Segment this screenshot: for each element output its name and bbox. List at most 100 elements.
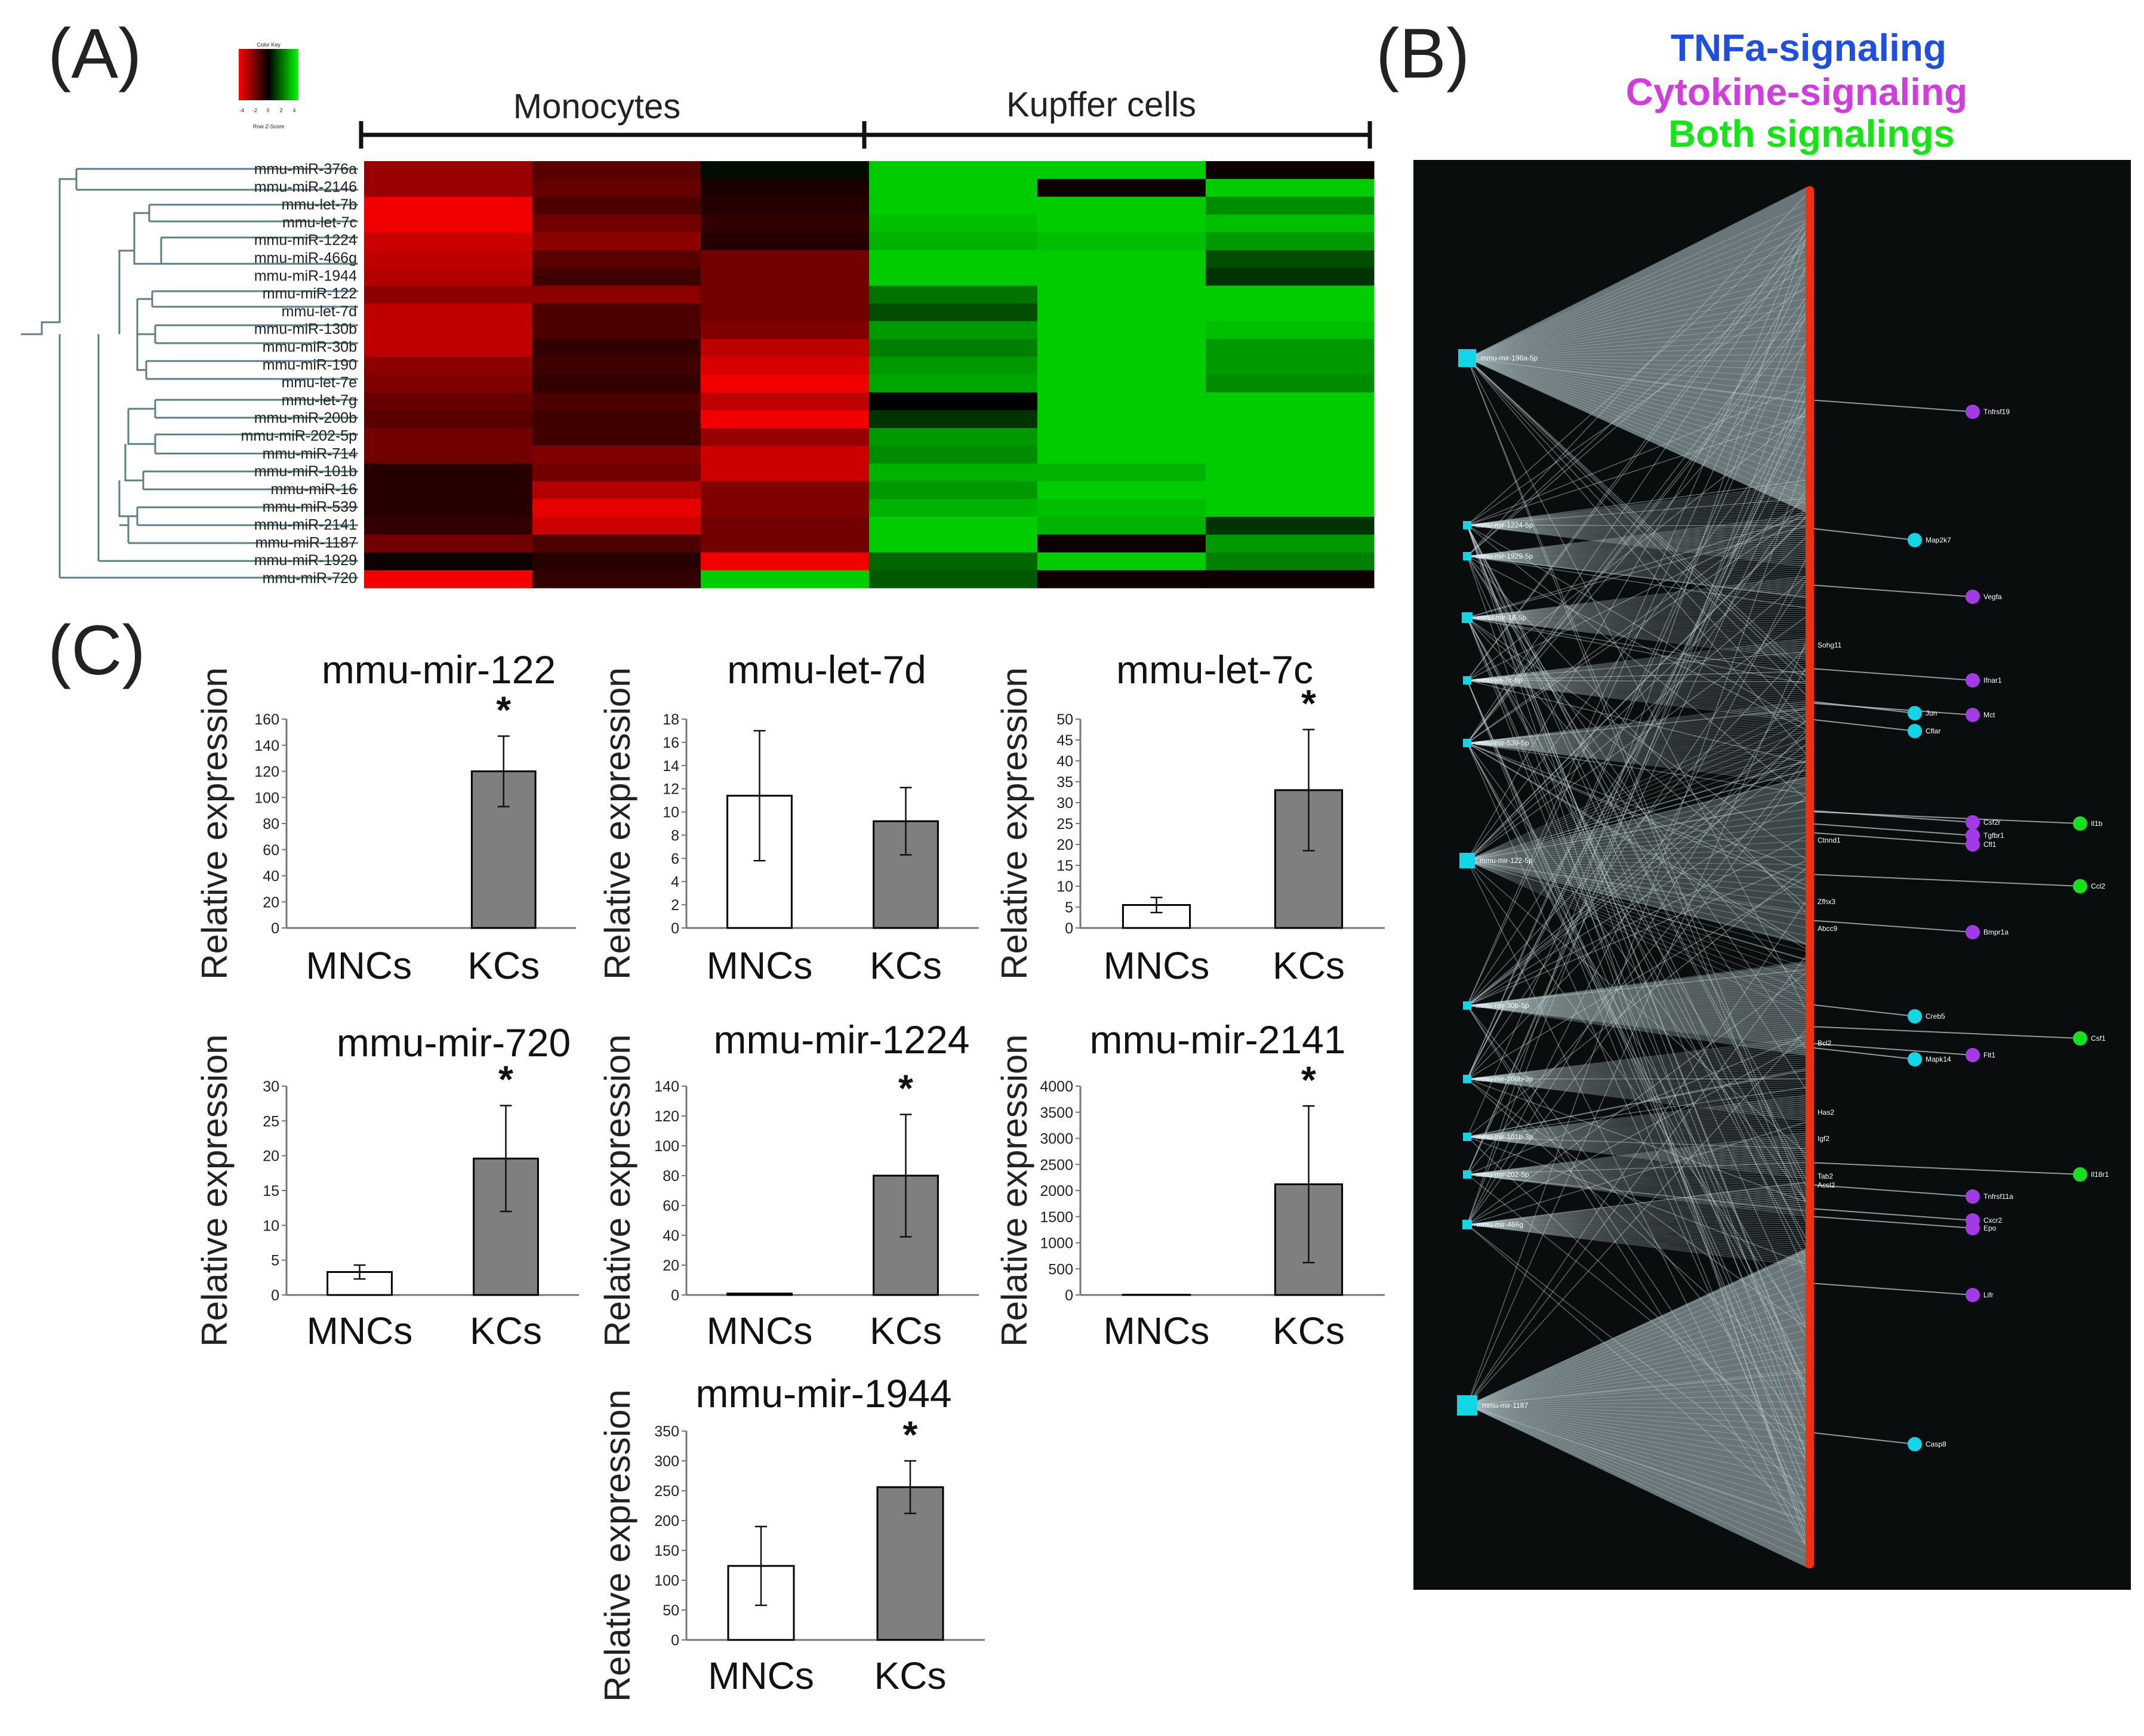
heatmap-row-label: mmu-let-7g [282, 392, 357, 409]
y-tick-label: 0 [1065, 1287, 1073, 1304]
network-edge [1467, 1224, 1809, 1231]
network-edge [1467, 769, 1809, 861]
network-target-label: Il1b [2091, 819, 2103, 828]
heatmap-cell [869, 374, 1038, 393]
network-edge [1467, 556, 1809, 560]
network-edge [1467, 1174, 1809, 1212]
network-edge [1467, 1164, 1809, 1175]
network-edge [1467, 972, 1809, 1006]
heatmap-panel: Color Key -4 -2 0 2 4 Row Z-Score Monocytes … [21, 42, 1375, 588]
heatmap-cell [1206, 517, 1375, 535]
group-label-kupffer: Kupffer cells [1006, 85, 1196, 124]
heatmap-cell [869, 267, 1038, 286]
heatmap-cell [869, 161, 1038, 180]
heatmap-cell [364, 499, 533, 517]
network-edge [1467, 860, 1809, 937]
network-edge [1467, 525, 1809, 527]
network-edge [1467, 617, 1809, 1207]
network-edge [1467, 1224, 1809, 1239]
network-edge [1467, 860, 1809, 881]
network-edge [1467, 525, 1809, 1185]
network-edge [1467, 525, 1809, 548]
y-tick-label: 250 [654, 1483, 679, 1500]
heatmap-row-label: mmu-miR-190 [263, 356, 357, 373]
network-edge [1467, 651, 1809, 681]
heatmap-row-label: mmu-miR-101b [254, 463, 357, 480]
network-edge [1467, 525, 1809, 566]
network-edge [1467, 1224, 1809, 1265]
network-edge [1467, 500, 1809, 526]
network-gene-label: Tab2 [1818, 1172, 1833, 1180]
network-edge [1467, 1174, 1809, 1189]
y-tick-label: 60 [663, 1198, 679, 1214]
network-edge [1467, 1114, 1809, 1137]
network-edge [1467, 742, 1809, 757]
heatmap-cell [701, 267, 870, 286]
network-edge [1467, 1136, 1809, 1175]
network-edge [1467, 525, 1809, 618]
network-edge [1467, 508, 1809, 681]
heatmap-row-label: mmu-let-7e [282, 374, 357, 391]
network-edge [1467, 1224, 1809, 1248]
network-edge [1467, 1136, 1809, 1162]
network-mirna-label: mmu-mir-196a-5p [1481, 354, 1538, 362]
network-target-node [1908, 724, 1922, 738]
network-edge [1467, 531, 1809, 557]
network-edge [1467, 525, 1809, 1401]
y-tick-label: 1500 [1040, 1209, 1073, 1226]
bar-chart: mmu-mir-1224 Relative expression 0 20 40 60 80… [597, 1017, 979, 1352]
network-edge [1467, 1174, 1809, 1178]
y-tick-label: 8 [671, 827, 679, 844]
panel-label-c: (C) [48, 611, 146, 690]
network-edge [1467, 1133, 1809, 1137]
network-edge [1467, 1182, 1809, 1225]
network-edge [1467, 1043, 1809, 1080]
network-target-label: Il18r1 [2091, 1170, 2109, 1179]
heatmap-cell [701, 410, 870, 428]
network-edge [1467, 745, 1809, 861]
network-edge [1467, 736, 1809, 861]
network-edge [1467, 601, 1809, 618]
network-edge [1467, 680, 1809, 686]
category-label: MNCs [707, 1309, 813, 1352]
network-edge [1467, 1136, 1809, 1168]
network-edge [1808, 668, 1973, 681]
significance-star: * [903, 1413, 918, 1456]
network-edge [1467, 520, 1809, 557]
heatmap-cell [364, 178, 533, 198]
category-label: MNCs [707, 944, 813, 987]
network-edge [1467, 769, 1809, 861]
network-edge [1467, 1174, 1809, 1185]
network-edge [1467, 729, 1809, 744]
network-target-label: Ifnar1 [1983, 676, 2002, 684]
heatmap-cell [1037, 214, 1206, 233]
heatmap-cell [701, 499, 870, 517]
network-edge [1467, 702, 1809, 744]
network-gene-label: Acsl2 [1818, 1181, 1835, 1189]
chart-title: mmu-let-7d [727, 647, 926, 692]
network-edge [1467, 1174, 1809, 1191]
network-edge [1467, 357, 1809, 674]
network-edge [1467, 1107, 1809, 1137]
y-tick-label: 35 [1056, 774, 1073, 791]
network-edge [1467, 617, 1809, 621]
heatmap-cell [1206, 214, 1375, 233]
network-edge [1467, 1109, 1809, 1137]
network-mirna-node [1463, 1001, 1471, 1010]
network-edge [1467, 655, 1809, 681]
network-edge [1467, 617, 1809, 652]
network-edge [1467, 590, 1809, 618]
network-edge [1467, 808, 1809, 861]
heatmap-cell [701, 250, 870, 269]
network-panel: TNFa-signaling Cytokine-signaling Both s… [1413, 26, 2131, 1590]
network-target-label: Mapk14 [1926, 1055, 1951, 1063]
network-edge [1467, 525, 1809, 801]
network-edge [1467, 599, 1809, 618]
network-edge [1467, 1078, 1809, 1089]
network-edge [1467, 991, 1809, 1006]
y-tick-label: 80 [663, 1168, 679, 1185]
y-tick-label: 25 [1056, 816, 1073, 832]
legend-cytokine: Cytokine-signaling [1626, 70, 1968, 113]
network-edge [1467, 588, 1809, 618]
network-edge [1467, 1171, 1809, 1175]
